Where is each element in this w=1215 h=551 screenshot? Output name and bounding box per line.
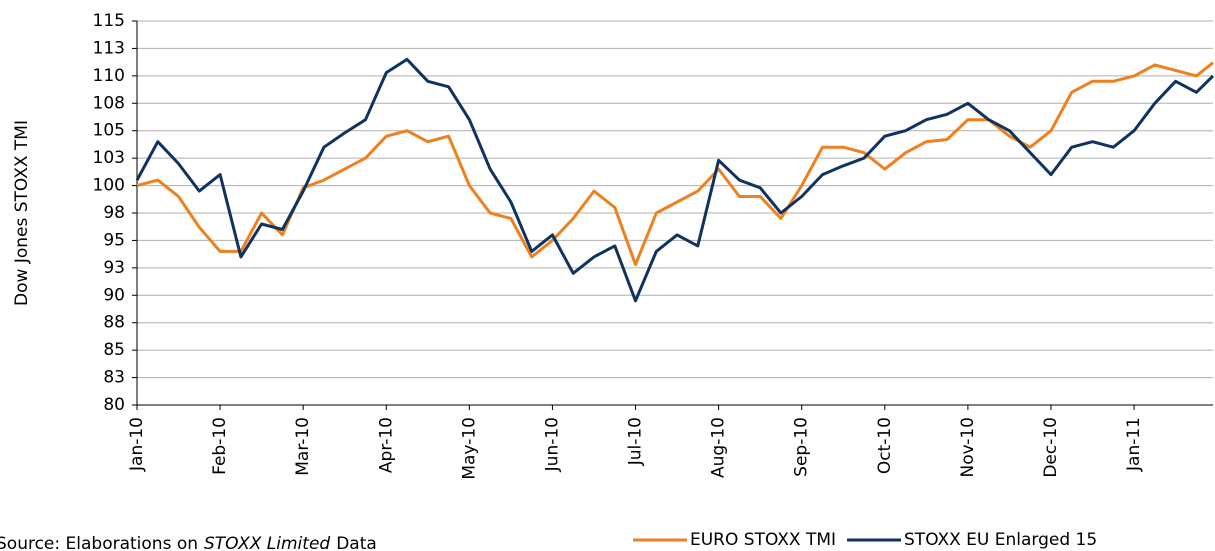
source-prefix: Source: Elaborations on — [0, 534, 198, 551]
y-tick-label: 88 — [103, 313, 125, 333]
x-tick-label: Apr-10 — [376, 417, 396, 473]
x-tick-label: Jul-10 — [626, 417, 646, 466]
y-tick-label: 115 — [93, 11, 125, 31]
x-tick-label: Mar-10 — [293, 417, 313, 476]
y-tick-label: 85 — [103, 340, 125, 360]
y-tick-label: 90 — [103, 285, 125, 305]
y-tick-label: 98 — [103, 203, 125, 223]
legend: EURO STOXX TMI STOXX EU Enlarged 15 — [633, 530, 1097, 550]
y-tick-label: 100 — [93, 176, 125, 196]
y-tick-label: 103 — [93, 148, 125, 168]
y-tick-label: 93 — [103, 258, 125, 278]
source-suffix: Data — [336, 534, 377, 551]
y-axis-label: Dow Jones STOXX TMI — [12, 120, 32, 306]
y-tick-label: 95 — [103, 230, 125, 250]
x-tick-label: Oct-10 — [875, 417, 895, 474]
x-tick-label: Jan-10 — [127, 417, 147, 472]
x-tick-label: Dec-10 — [1041, 417, 1061, 478]
source-note: Source: Elaborations on STOXX Limited Data — [0, 534, 377, 551]
legend-label: STOXX EU Enlarged 15 — [904, 530, 1097, 550]
y-tick-label: 80 — [103, 395, 125, 415]
x-tick-label: Jun-10 — [542, 417, 562, 472]
series-line — [136, 61, 1214, 267]
x-tick-label: Aug-10 — [709, 417, 729, 478]
x-tick-label: Nov-10 — [958, 417, 978, 478]
series-line — [135, 57, 1215, 303]
x-tick-label: Feb-10 — [210, 417, 230, 475]
x-tick-label: Sep-10 — [792, 417, 812, 477]
y-tick-label: 83 — [103, 368, 125, 388]
y-tick-label: 108 — [93, 93, 125, 113]
x-tick-label: May-10 — [459, 417, 479, 480]
x-tick-label: Jan-11 — [1124, 417, 1144, 472]
y-tick-label: 113 — [93, 38, 125, 58]
y-tick-label: 110 — [93, 66, 125, 86]
y-tick-label: 105 — [93, 121, 125, 141]
source-emphasis: STOXX Limited — [204, 534, 330, 551]
legend-label: EURO STOXX TMI — [690, 530, 836, 550]
